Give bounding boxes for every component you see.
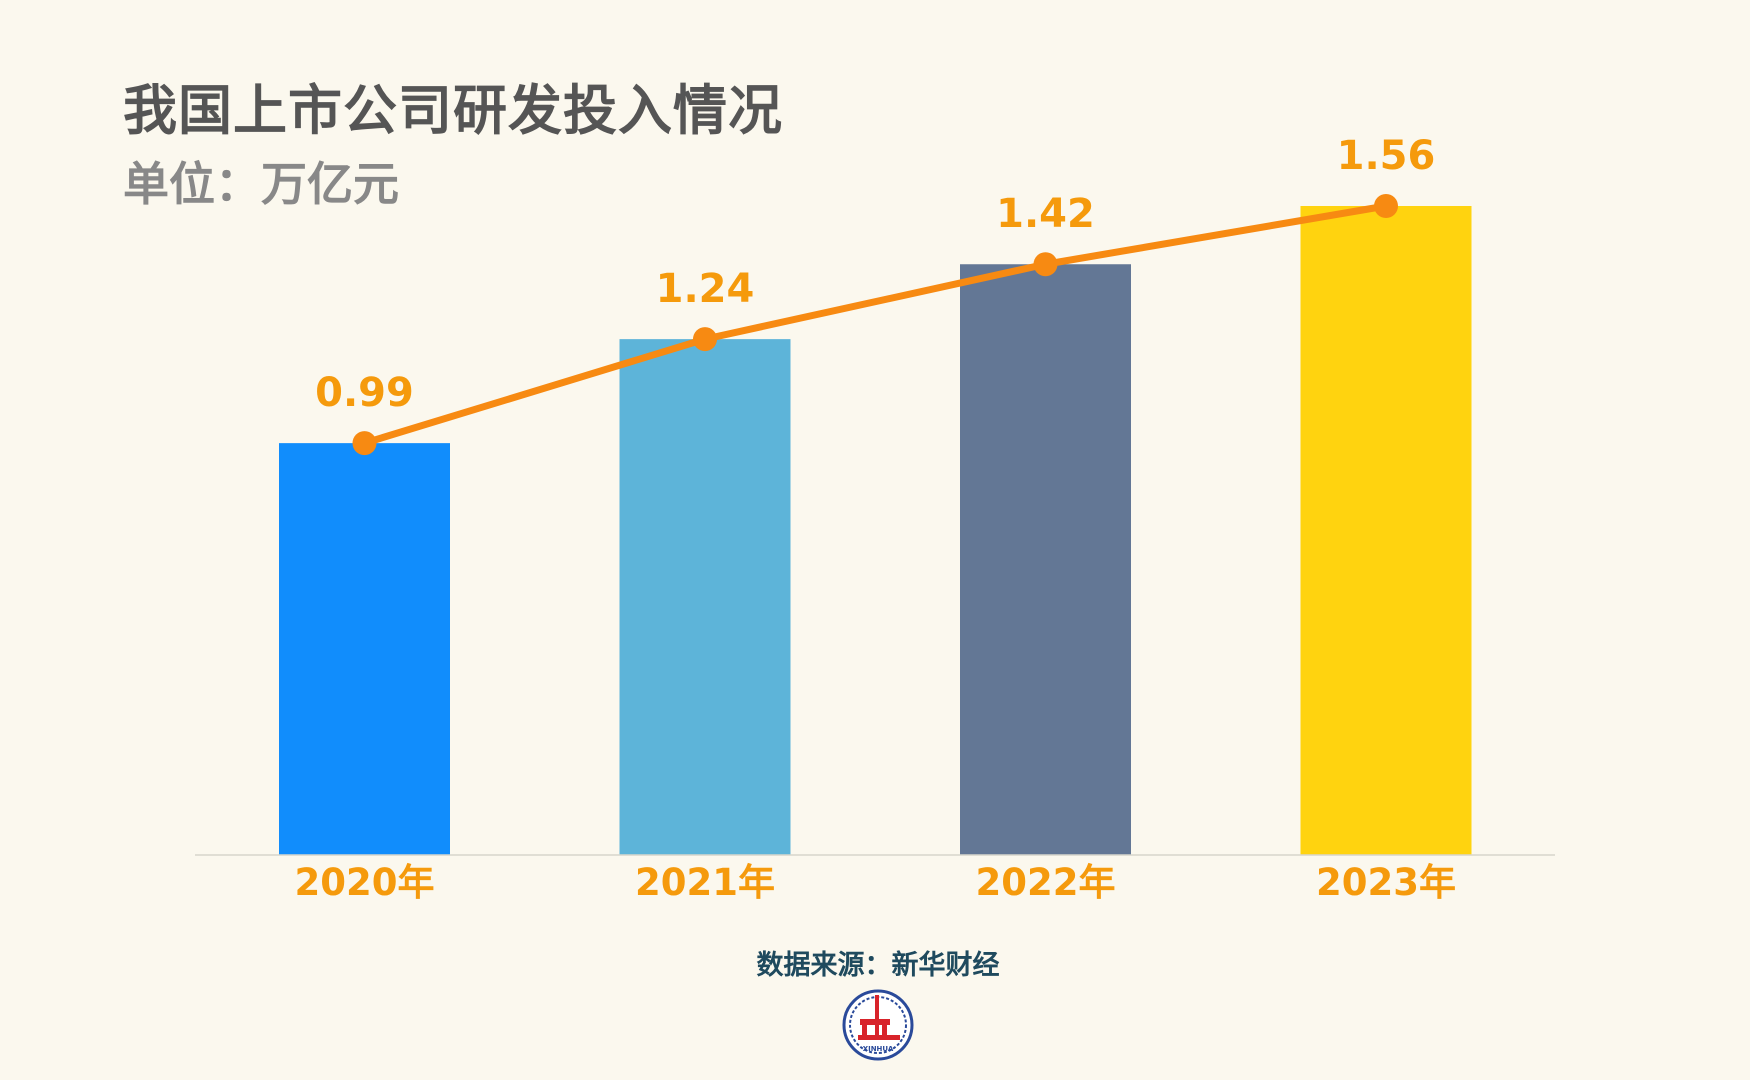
- line-point: [1374, 194, 1398, 218]
- line-point: [1033, 252, 1058, 277]
- chart-subtitle: 单位：万亿元: [123, 157, 399, 211]
- data-source: 数据来源：新华财经: [756, 950, 1000, 981]
- line-point: [352, 431, 377, 456]
- x-tick-label: 2023年: [1316, 861, 1456, 904]
- line-point: [693, 327, 717, 352]
- data-label: 1.42: [996, 191, 1095, 237]
- x-tick-label: 2020年: [295, 861, 435, 904]
- data-label: 1.24: [656, 266, 755, 312]
- x-tick-label: 2022年: [976, 861, 1116, 904]
- xinhua-logo: XINHUA: [842, 989, 914, 1061]
- data-label: 0.99: [315, 370, 414, 416]
- bar: [960, 264, 1131, 855]
- bar: [1300, 206, 1472, 855]
- data-label: 1.56: [1337, 133, 1436, 179]
- svg-text:XINHUA: XINHUA: [863, 1045, 894, 1053]
- x-tick-label: 2021年: [635, 861, 775, 904]
- bar: [279, 443, 450, 855]
- bar: [619, 339, 791, 856]
- trend-line: [363, 202, 1387, 447]
- chart-title: 我国上市公司研发投入情况: [123, 79, 783, 142]
